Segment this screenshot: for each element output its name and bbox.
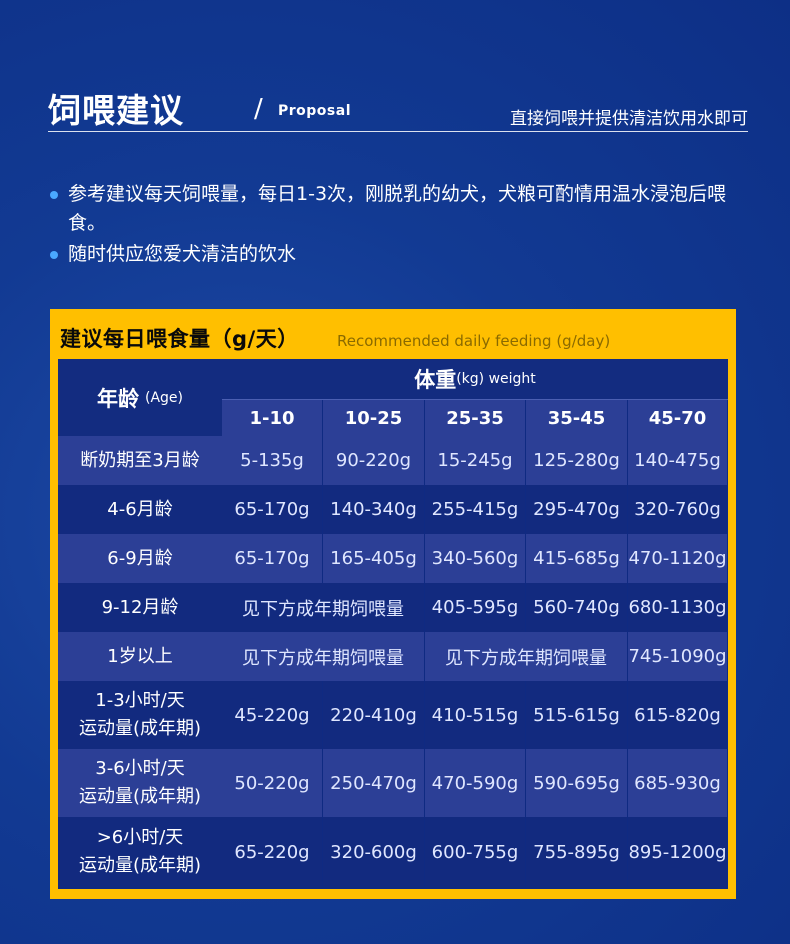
feeding-value-cell: 680-1130g bbox=[628, 583, 727, 632]
feeding-value-cell: 615-820g bbox=[628, 681, 727, 749]
merged-note-cell: 见下方成年期饲喂量 bbox=[425, 632, 627, 681]
weight-range-header: 35-45 bbox=[526, 400, 627, 436]
advice-list: 参考建议每天饲喂量，每日1-3次，刚脱乳的幼犬，犬粮可酌情用温水浸泡后喂食。 随… bbox=[48, 180, 758, 271]
weight-column-header: 体重 (kg) weight bbox=[222, 359, 728, 399]
merged-note-cell: 见下方成年期饲喂量 bbox=[222, 583, 424, 632]
age-row-label-line: 1-3小时/天 bbox=[95, 690, 185, 711]
feeding-value-cell: 685-930g bbox=[628, 749, 727, 817]
weight-range-header: 25-35 bbox=[425, 400, 525, 436]
age-row-label: 3-6小时/天 运动量(成年期) bbox=[58, 749, 222, 817]
age-row-label: 9-12月龄 bbox=[58, 583, 222, 632]
feeding-value-cell: 410-515g bbox=[425, 681, 525, 749]
feeding-panel: 建议每日喂食量（g/天） Recommended daily feeding (… bbox=[50, 309, 736, 899]
age-row-label-line: 运动量(成年期) bbox=[78, 786, 202, 807]
feeding-value-cell: 320-760g bbox=[628, 485, 727, 534]
header-divider-line bbox=[222, 399, 728, 400]
feeding-value-cell: 65-220g bbox=[222, 817, 322, 887]
feeding-table-subtitle: Recommended daily feeding (g/day) bbox=[337, 332, 611, 350]
advice-item: 参考建议每天饲喂量，每日1-3次，刚脱乳的幼犬，犬粮可酌情用温水浸泡后喂食。 bbox=[48, 180, 758, 238]
age-row-label: 1岁以上 bbox=[58, 632, 222, 681]
header-tagline: 直接饲喂并提供清洁饮用水即可 bbox=[510, 109, 748, 129]
age-row-label: 1-3小时/天 运动量(成年期) bbox=[58, 681, 222, 749]
age-row-label-line: >6小时/天 bbox=[96, 827, 184, 848]
header-divider bbox=[48, 131, 748, 132]
age-row-label-line: 运动量(成年期) bbox=[78, 855, 202, 876]
feeding-value-cell: 560-740g bbox=[526, 583, 627, 632]
age-header-label: 年龄 bbox=[96, 386, 139, 411]
feeding-value-cell: 470-1120g bbox=[628, 534, 727, 583]
feeding-value-cell: 600-755g bbox=[425, 817, 525, 887]
feeding-value-cell: 895-1200g bbox=[628, 817, 727, 887]
weight-header-unit: (kg) weight bbox=[456, 371, 536, 387]
feeding-value-cell: 165-405g bbox=[323, 534, 424, 583]
feeding-value-cell: 5-135g bbox=[222, 436, 322, 485]
feeding-value-cell: 50-220g bbox=[222, 749, 322, 817]
weight-range-header: 45-70 bbox=[628, 400, 727, 436]
weight-range-header: 1-10 bbox=[222, 400, 322, 436]
age-row-label-line: 运动量(成年期) bbox=[78, 718, 202, 739]
feeding-value-cell: 15-245g bbox=[425, 436, 525, 485]
advice-item: 随时供应您爱犬清洁的饮水 bbox=[48, 240, 758, 269]
feeding-value-cell: 295-470g bbox=[526, 485, 627, 534]
feeding-value-cell: 65-170g bbox=[222, 534, 322, 583]
feeding-value-cell: 470-590g bbox=[425, 749, 525, 817]
feeding-value-cell: 90-220g bbox=[323, 436, 424, 485]
feeding-value-cell: 415-685g bbox=[526, 534, 627, 583]
weight-header-label: 体重 bbox=[414, 368, 457, 392]
feeding-value-cell: 125-280g bbox=[526, 436, 627, 485]
feeding-value-cell: 755-895g bbox=[526, 817, 627, 887]
age-column-header: 年龄 (Age) bbox=[58, 359, 222, 436]
advice-text: 随时供应您爱犬清洁的饮水 bbox=[68, 243, 297, 265]
feeding-value-cell: 340-560g bbox=[425, 534, 525, 583]
page-title: 饲喂建议 bbox=[48, 91, 184, 130]
feeding-value-cell: 140-475g bbox=[628, 436, 727, 485]
feeding-value-cell: 140-340g bbox=[323, 485, 424, 534]
feeding-value-cell: 745-1090g bbox=[628, 632, 727, 681]
weight-range-header: 10-25 bbox=[323, 400, 424, 436]
merged-note-cell: 见下方成年期饲喂量 bbox=[222, 632, 424, 681]
feeding-value-cell: 220-410g bbox=[323, 681, 424, 749]
advice-text: 参考建议每天饲喂量，每日1-3次，刚脱乳的幼犬，犬粮可酌情用温水浸泡后喂食。 bbox=[68, 183, 727, 234]
age-row-label: 4-6月龄 bbox=[58, 485, 222, 534]
feeding-table-title: 建议每日喂食量（g/天） bbox=[60, 327, 299, 351]
feeding-value-cell: 255-415g bbox=[425, 485, 525, 534]
bullet-dot-icon bbox=[50, 191, 58, 199]
feeding-table: 年龄 (Age) 体重 (kg) weight 1-10 10-25 25-35 35-45 4… bbox=[58, 359, 728, 889]
feeding-value-cell: 515-615g bbox=[526, 681, 627, 749]
feeding-value-cell: 250-470g bbox=[323, 749, 424, 817]
page-header: 饲喂建议 / Proposal 直接饲喂并提供清洁饮用水即可 bbox=[48, 82, 748, 132]
feeding-value-cell: 65-170g bbox=[222, 485, 322, 534]
feeding-value-cell: 45-220g bbox=[222, 681, 322, 749]
feeding-value-cell: 320-600g bbox=[323, 817, 424, 887]
feeding-value-cell: 405-595g bbox=[425, 583, 525, 632]
age-row-label: 断奶期至3月龄 bbox=[58, 436, 222, 485]
age-header-en: (Age) bbox=[144, 389, 183, 406]
age-row-label: 6-9月龄 bbox=[58, 534, 222, 583]
page-subtitle: Proposal bbox=[278, 103, 352, 119]
bullet-dot-icon bbox=[50, 251, 58, 259]
feeding-value-cell: 590-695g bbox=[526, 749, 627, 817]
title-separator: / bbox=[254, 94, 263, 124]
age-row-label-line: 3-6小时/天 bbox=[95, 758, 185, 779]
age-row-label: >6小时/天 运动量(成年期) bbox=[58, 817, 222, 887]
